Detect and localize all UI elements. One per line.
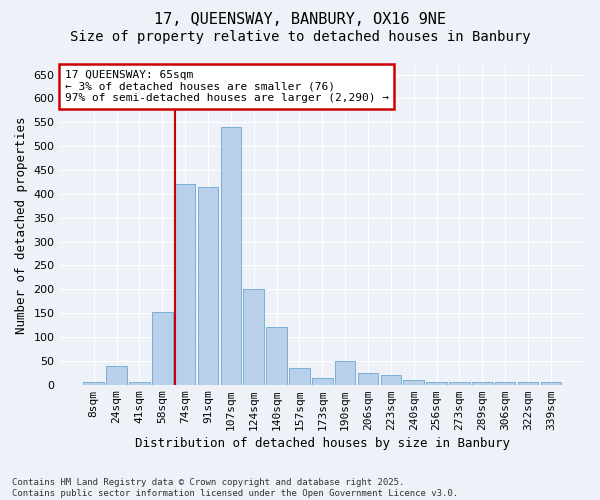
Text: 17 QUEENSWAY: 65sqm
← 3% of detached houses are smaller (76)
97% of semi-detache: 17 QUEENSWAY: 65sqm ← 3% of detached hou… <box>65 70 389 103</box>
Bar <box>129 382 150 384</box>
Bar <box>312 378 332 384</box>
Bar <box>335 361 355 384</box>
Bar <box>426 382 447 384</box>
Bar <box>289 368 310 384</box>
Bar <box>472 382 493 384</box>
Text: Size of property relative to detached houses in Banbury: Size of property relative to detached ho… <box>70 30 530 44</box>
X-axis label: Distribution of detached houses by size in Banbury: Distribution of detached houses by size … <box>135 437 510 450</box>
Bar <box>152 312 173 384</box>
Bar <box>380 375 401 384</box>
Bar <box>541 382 561 384</box>
Bar <box>221 127 241 384</box>
Text: 17, QUEENSWAY, BANBURY, OX16 9NE: 17, QUEENSWAY, BANBURY, OX16 9NE <box>154 12 446 28</box>
Bar <box>83 382 104 384</box>
Bar <box>495 382 515 384</box>
Bar <box>106 366 127 384</box>
Text: Contains HM Land Registry data © Crown copyright and database right 2025.
Contai: Contains HM Land Registry data © Crown c… <box>12 478 458 498</box>
Bar <box>244 290 264 384</box>
Bar <box>358 373 378 384</box>
Bar <box>266 328 287 384</box>
Bar <box>518 382 538 384</box>
Bar <box>449 382 470 384</box>
Bar <box>403 380 424 384</box>
Y-axis label: Number of detached properties: Number of detached properties <box>15 116 28 334</box>
Bar <box>175 184 196 384</box>
Bar <box>198 186 218 384</box>
